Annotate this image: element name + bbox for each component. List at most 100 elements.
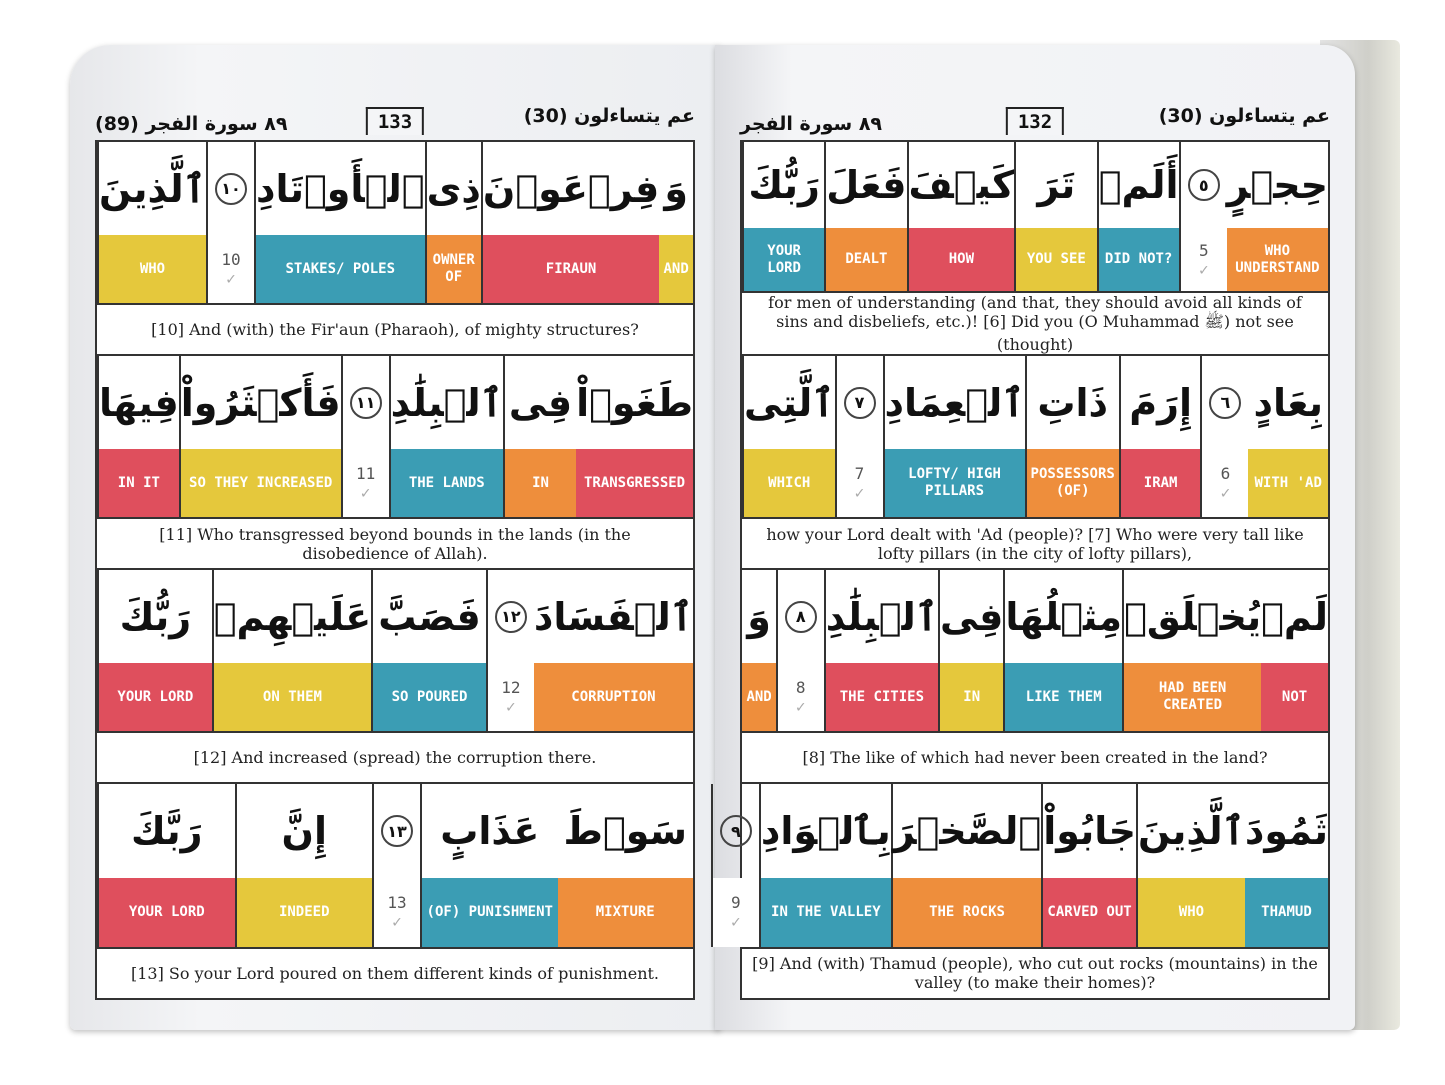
checkmark-icon: ✓	[360, 483, 371, 503]
verse-marker-cell: ٦ 6 ✓	[1200, 356, 1249, 518]
arabic-word: ٱلَّذِينَ	[99, 166, 206, 211]
english-meaning: SO POURED	[373, 663, 486, 732]
word-cells: سَوۡطَ MIXTURE عَذَابٍ (OF) PUNISHMENT ١٣ 13 ✓…	[97, 784, 693, 947]
verse-number-arabic: ٨	[784, 600, 817, 633]
arabic-word: كَيۡفَ	[908, 163, 1015, 208]
english-meaning: SO THEY INCREASED	[180, 449, 341, 518]
verse-number-marker: ١١	[343, 356, 389, 449]
english-meaning: THE ROCKS	[892, 878, 1042, 947]
english-meaning: HOW	[908, 228, 1015, 291]
english-meaning: IRAM	[1120, 449, 1201, 518]
word-cell: ٱلۡأَوۡتَادِ STAKES/ POLES	[253, 142, 425, 304]
word-cell: سَوۡطَ MIXTURE	[557, 784, 693, 947]
arabic-word: ٱلۡعِمَادِ	[884, 380, 1025, 425]
verse-translation: how your Lord dealt with 'Ad (people)? […	[742, 517, 1328, 568]
arabic-word: حِجۡرٍ	[1226, 163, 1328, 208]
word-cell: رَبُّكَ YOUR LORD	[741, 142, 825, 291]
juz-title: عم يتساءلون (30)	[1158, 105, 1330, 127]
english-meaning: IN	[940, 663, 1004, 732]
verse-row: لَمۡ NOT يُخۡلَقۡ HAD BEEN CREATED مِثۡلُهَا…	[740, 570, 1328, 784]
verse-number-marker: ٩	[713, 784, 759, 878]
verse-number-marker: ٧	[837, 356, 883, 449]
arabic-word: ٱلَّذِينَ	[1137, 809, 1245, 854]
verse-translation: [12] And increased (spread) the corrupti…	[97, 731, 693, 782]
english-meaning: DEALT	[826, 228, 907, 291]
arabic-word: إِنَّ	[281, 809, 327, 854]
arabic-word: ٱلۡبِلَٰدِ	[390, 380, 503, 425]
english-meaning: LIKE THEM	[1005, 663, 1123, 732]
word-cell: ٱلَّذِينَ WHO	[97, 142, 206, 304]
word-cell: بِعَادٍ WITH 'AD	[1248, 356, 1328, 518]
verse-number: 7	[854, 464, 865, 484]
arabic-word: فِى	[940, 594, 1004, 639]
verse-number-marker: ٨	[778, 570, 824, 663]
verse-number-arabic: ٧	[843, 386, 876, 419]
word-cell: رَبُّكَ YOUR LORD	[96, 570, 212, 732]
english-meaning: WITH 'AD	[1248, 449, 1328, 518]
arabic-word: جَابُواْ	[1043, 809, 1136, 854]
arabic-word: ثَمُودَ	[1244, 809, 1328, 854]
verse-translation: [10] And (with) the Fir'aun (Pharaoh), o…	[97, 303, 693, 354]
english-meaning: FIRAUN	[482, 235, 660, 304]
english-meaning: HAD BEEN CREATED	[1124, 663, 1262, 732]
english-meaning: YOU SEE	[1016, 228, 1097, 291]
arabic-word: عَلَيۡهِمۡ	[213, 594, 372, 639]
verse-number-marker: ١٠	[208, 142, 254, 235]
english-meaning: THE CITIES	[825, 663, 939, 732]
word-cell: كَيۡفَ HOW	[906, 142, 1015, 291]
arabic-word: لَمۡ	[1261, 594, 1328, 639]
word-cell: وَ AND	[740, 570, 776, 732]
verse-marker-cell: ١٣ 13 ✓	[372, 784, 420, 947]
arabic-word: سَوۡطَ	[563, 809, 687, 854]
page-header: ٨٩ سورة الفجر (89) 133 عم يتساءلون (30)	[95, 85, 695, 135]
word-cell: عَلَيۡهِمۡ ON THEM	[211, 570, 372, 732]
verse-number: 5	[1198, 240, 1209, 260]
word-grid: حِجۡرٍ WHO UNDERSTAND ٥ 5 ✓ أَلَمۡ DID NOT? تَر…	[710, 140, 1330, 1000]
english-meaning: NOT	[1261, 663, 1328, 732]
verse-translation: for men of understanding (and that, they…	[742, 291, 1328, 354]
arabic-word: ٱلَّتِى	[744, 380, 835, 425]
word-cell: فَصَبَّ SO POURED	[371, 570, 486, 732]
arabic-word: رَبُّكَ	[119, 594, 192, 639]
checkmark-icon: ✓	[731, 912, 741, 932]
arabic-word: فَصَبَّ	[378, 594, 481, 639]
arabic-word: فَأَكۡثَرُواْ	[180, 380, 341, 425]
right-page: ٨٩ سورة الفجر 132 عم يتساءلون (30) حِجۡرٍ WH…	[710, 45, 1355, 1030]
verse-row: بِعَادٍ WITH 'AD ٦ 6 ✓ إِرَمَ IRAM ذَاتِ POSSESS…	[742, 356, 1328, 570]
english-meaning: DID NOT?	[1098, 228, 1179, 291]
english-meaning: AND	[659, 235, 693, 304]
english-meaning: YOUR LORD	[99, 878, 235, 947]
checkmark-icon: ✓	[854, 483, 865, 503]
english-meaning: MIXTURE	[557, 878, 693, 947]
word-cell: فِرۡعَوۡنَ FIRAUN	[480, 142, 660, 304]
word-cell: ذَاتِ POSSESSORS (OF)	[1024, 356, 1119, 518]
word-cell: أَلَمۡ DID NOT?	[1096, 142, 1179, 291]
arabic-word: طَغَوۡاْ	[576, 380, 693, 425]
word-cell: حِجۡرٍ WHO UNDERSTAND	[1226, 142, 1328, 291]
verse-number-arabic: ٦	[1209, 386, 1242, 419]
english-meaning: YOUR LORD	[743, 228, 825, 291]
word-cell: إِنَّ INDEED	[234, 784, 372, 947]
arabic-word: وَ	[747, 594, 771, 639]
verse-number-box: 12 ✓	[487, 663, 534, 732]
arabic-word: فِرۡعَوۡنَ	[482, 166, 660, 211]
surah-title: ٨٩ سورة الفجر (89)	[95, 113, 288, 135]
arabic-word: عَذَابٍ	[440, 809, 540, 854]
verse-number-arabic: ٩	[719, 815, 752, 848]
arabic-word: ذَاتِ	[1037, 380, 1109, 425]
word-cells: طَغَوۡاْ TRANSGRESSED فِى IN ٱلۡبِلَٰدِ THE L…	[97, 356, 693, 518]
verse-marker-cell: ١٢ 12 ✓	[485, 570, 534, 732]
word-cell: يُخۡلَقۡ HAD BEEN CREATED	[1122, 570, 1262, 732]
verse-number: 6	[1220, 464, 1231, 484]
verse-number-arabic: ١٢	[494, 600, 527, 633]
word-cell: فِى IN	[502, 356, 577, 518]
word-cell: ٱلۡفَسَادَ CORRUPTION	[533, 570, 693, 732]
arabic-word: بِٱلۡوَادِ	[760, 809, 891, 854]
word-cell: ٱلۡبِلَٰدِ THE CITIES	[823, 570, 939, 732]
verse-marker-cell: ٧ 7 ✓	[834, 356, 883, 518]
english-meaning: OWNER OF	[426, 235, 481, 304]
verse-translation: [8] The like of which had never been cre…	[742, 731, 1328, 782]
arabic-word: ٱلۡأَوۡتَادِ	[255, 166, 425, 211]
verse-number-box: 5 ✓	[1180, 228, 1227, 291]
verse-number: 10	[221, 250, 241, 270]
